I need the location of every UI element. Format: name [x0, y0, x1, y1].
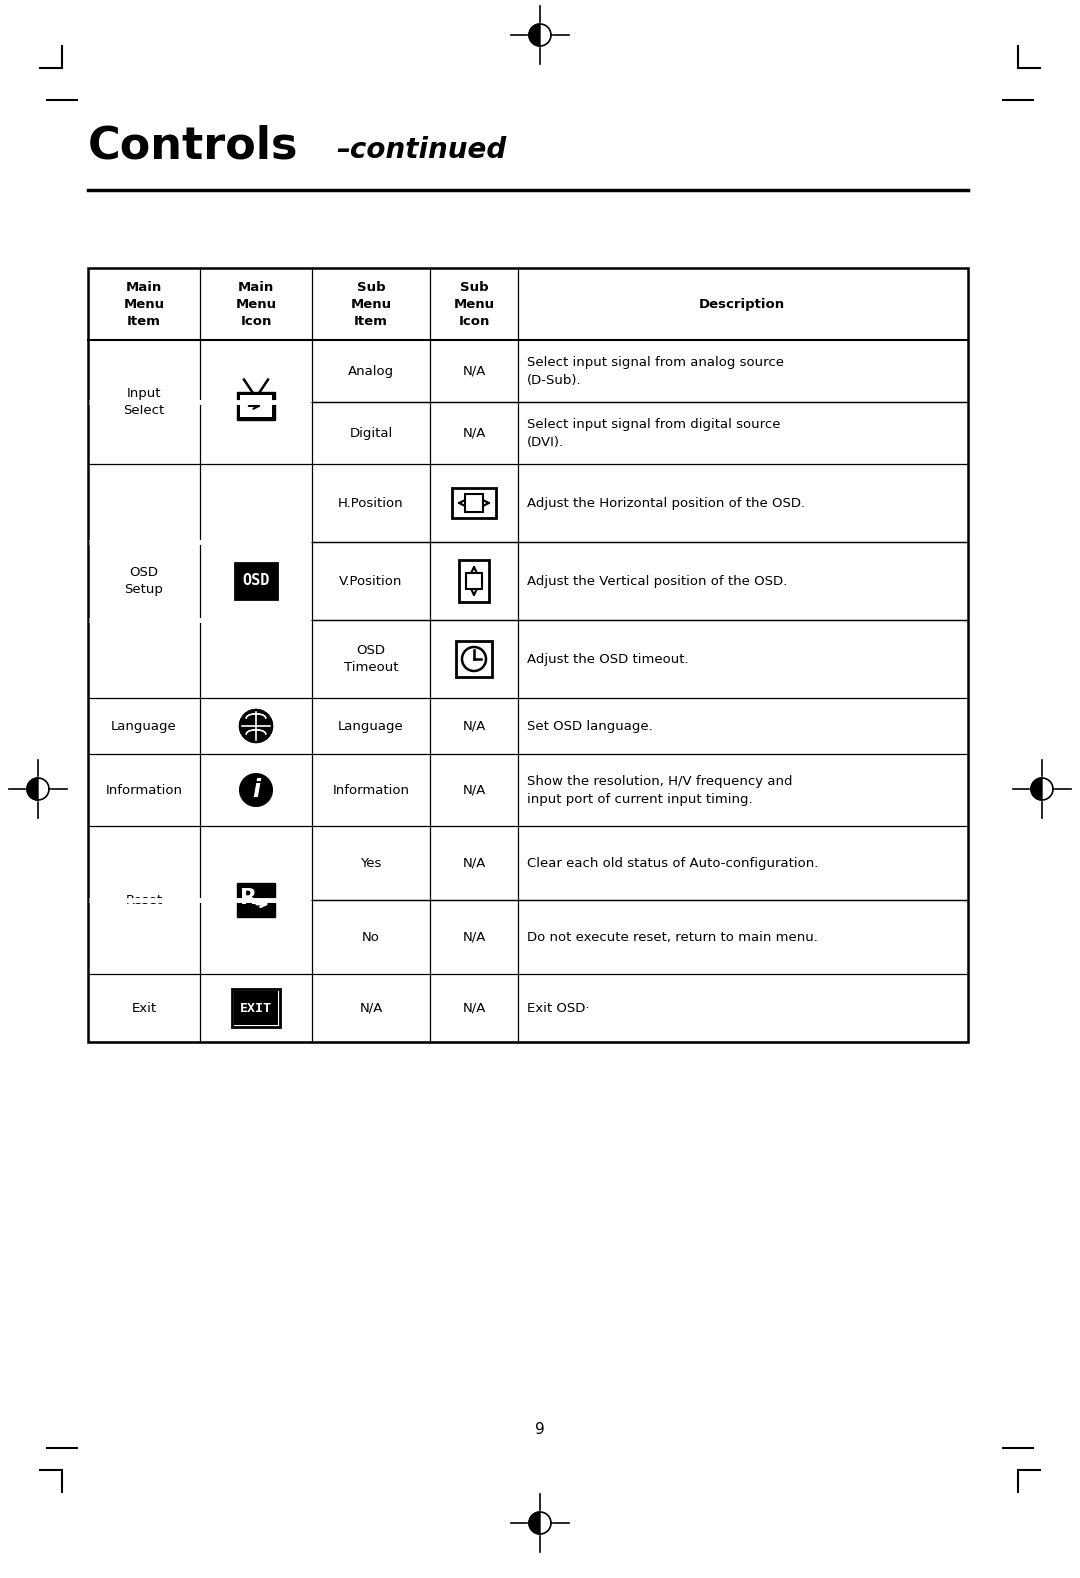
Text: Adjust the OSD timeout.: Adjust the OSD timeout. — [527, 652, 689, 666]
Circle shape — [240, 773, 272, 806]
Bar — [237, 884, 275, 917]
Text: Exit: Exit — [132, 1002, 157, 1015]
Text: N/A: N/A — [462, 931, 486, 944]
Text: –continued: –continued — [336, 136, 507, 164]
Text: V.Position: V.Position — [339, 574, 403, 587]
Text: Language: Language — [338, 720, 404, 732]
Text: 9: 9 — [535, 1422, 545, 1438]
Polygon shape — [529, 1512, 540, 1534]
Bar — [240, 394, 272, 418]
Text: N/A: N/A — [360, 1002, 382, 1015]
Text: Select input signal from digital source
(DVI).: Select input signal from digital source … — [527, 418, 781, 448]
Circle shape — [240, 710, 272, 742]
Text: Set OSD language.: Set OSD language. — [527, 720, 652, 732]
Text: N/A: N/A — [462, 857, 486, 869]
Text: Adjust the Vertical position of the OSD.: Adjust the Vertical position of the OSD. — [527, 574, 787, 587]
Text: EXIT: EXIT — [240, 1002, 272, 1015]
Bar — [453, 488, 496, 518]
Text: Do not execute reset, return to main menu.: Do not execute reset, return to main men… — [527, 931, 818, 944]
Bar — [234, 991, 278, 1026]
Text: Exit OSD·: Exit OSD· — [527, 1002, 590, 1015]
Text: Adjust the Horizontal position of the OSD.: Adjust the Horizontal position of the OS… — [527, 497, 805, 510]
Text: Select input signal from analog source
(D-Sub).: Select input signal from analog source (… — [527, 355, 784, 387]
Text: Input
Select: Input Select — [123, 387, 164, 417]
Text: N/A: N/A — [462, 365, 486, 377]
Bar — [235, 563, 276, 600]
Text: OSD: OSD — [242, 573, 270, 587]
Text: N/A: N/A — [462, 720, 486, 732]
Text: R: R — [240, 888, 257, 907]
Text: i: i — [252, 778, 260, 802]
Text: N/A: N/A — [462, 1002, 486, 1015]
Polygon shape — [27, 778, 38, 800]
Text: N/A: N/A — [462, 784, 486, 797]
Text: Information: Information — [333, 784, 409, 797]
Text: H.Position: H.Position — [338, 497, 404, 510]
Text: Yes: Yes — [361, 857, 381, 869]
Text: Digital: Digital — [349, 426, 393, 440]
Text: Sub
Menu
Item: Sub Menu Item — [350, 281, 392, 328]
Text: Description: Description — [699, 298, 785, 311]
Text: OSD
Setup: OSD Setup — [124, 567, 163, 596]
Text: Clear each old status of Auto-configuration.: Clear each old status of Auto-configurat… — [527, 857, 819, 869]
Text: Show the resolution, H/V frequency and
input port of current input timing.: Show the resolution, H/V frequency and i… — [527, 775, 793, 805]
Text: Main
Menu
Item: Main Menu Item — [123, 281, 164, 328]
Bar — [465, 573, 482, 589]
Polygon shape — [1031, 778, 1042, 800]
Text: Controls: Controls — [87, 125, 298, 167]
Bar — [232, 989, 280, 1027]
Text: Analog: Analog — [348, 365, 394, 377]
Text: Reset: Reset — [125, 893, 163, 906]
Polygon shape — [529, 24, 540, 46]
Bar — [237, 391, 275, 420]
Text: Main
Menu
Icon: Main Menu Icon — [235, 281, 276, 328]
Text: Language: Language — [111, 720, 177, 732]
Bar — [459, 560, 489, 601]
Bar — [456, 641, 492, 677]
Text: N/A: N/A — [462, 426, 486, 440]
Text: No: No — [362, 931, 380, 944]
Text: OSD
Timeout: OSD Timeout — [343, 644, 399, 674]
Text: Sub
Menu
Icon: Sub Menu Icon — [454, 281, 495, 328]
Bar — [465, 494, 483, 511]
Text: Information: Information — [106, 784, 183, 797]
Bar — [87, 268, 968, 1041]
